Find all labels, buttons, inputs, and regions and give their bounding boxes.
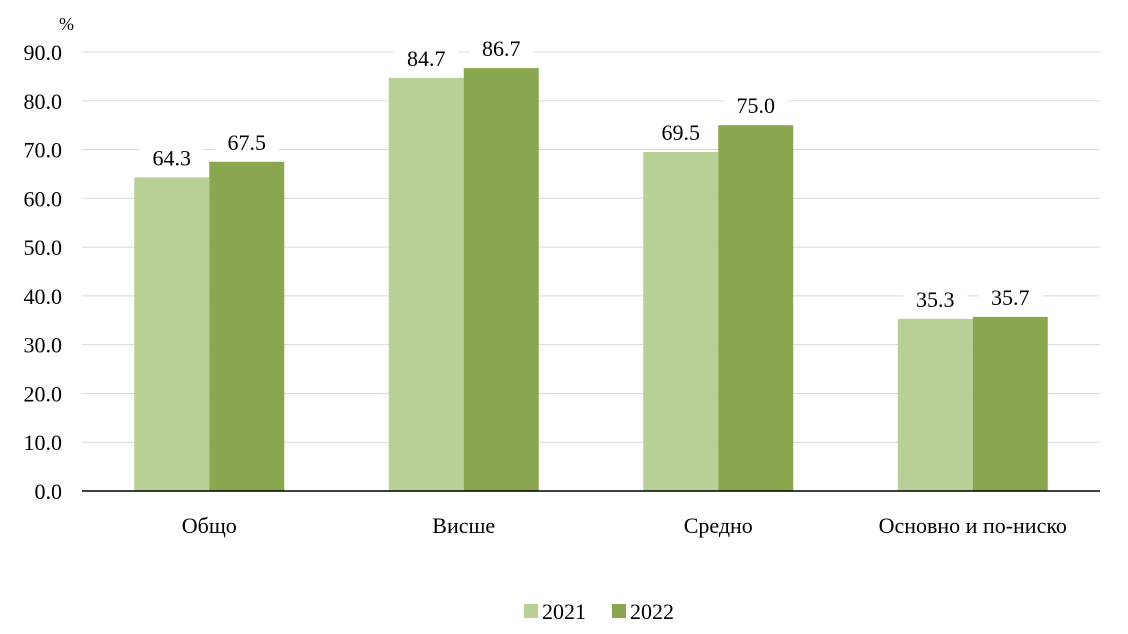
y-tick-label: 10.0 — [24, 430, 63, 455]
category-label: Висше — [432, 513, 495, 538]
data-label: 64.3 — [153, 145, 192, 170]
y-tick-label: 80.0 — [24, 89, 63, 114]
category-label: Основно и по-ниско — [879, 513, 1067, 538]
data-label: 69.5 — [662, 120, 701, 145]
data-label-background — [648, 117, 713, 146]
bar-2022-1 — [209, 161, 285, 491]
legend-swatch-2022 — [612, 604, 626, 618]
y-tick-label: 50.0 — [24, 235, 63, 260]
data-labels: 64.3 67.5 84.7 86.7 69.5 75.0 35.3 35.7 — [139, 34, 1043, 313]
bar-2022-4 — [972, 316, 1048, 491]
legend-label: 2022 — [630, 599, 674, 624]
data-label-background — [723, 91, 788, 120]
bar-2021-3 — [643, 151, 719, 491]
data-label-background — [978, 282, 1043, 311]
data-label-background — [394, 43, 459, 72]
y-tick-label: 0.0 — [35, 479, 63, 504]
y-tick-label: 30.0 — [24, 333, 63, 358]
y-tick-label: 90.0 — [24, 40, 63, 65]
data-label: 35.3 — [916, 287, 955, 312]
data-label-background — [903, 284, 968, 313]
data-label: 67.5 — [228, 130, 267, 155]
bar-2021-1 — [134, 177, 210, 491]
y-axis-ticks: 0.0 10.0 20.0 30.0 40.0 50.0 60.0 70.0 80.0 90.0 — [24, 40, 63, 504]
bar-2021-2 — [388, 77, 464, 491]
data-label: 35.7 — [991, 285, 1030, 310]
legend-label: 2021 — [542, 599, 586, 624]
category-label: Общо — [182, 513, 237, 538]
y-tick-label: 70.0 — [24, 138, 63, 163]
y-tick-label: 20.0 — [24, 381, 63, 406]
data-label: 84.7 — [407, 46, 446, 71]
data-label: 86.7 — [482, 36, 521, 61]
bar-2021-4 — [897, 318, 973, 491]
data-label-background — [214, 127, 279, 156]
y-tick-label: 40.0 — [24, 284, 63, 309]
legend-swatch-2021 — [524, 604, 538, 618]
data-label-background — [469, 34, 534, 63]
category-labels: Общо Висше Средно Основно и по-ниско — [182, 513, 1067, 538]
data-label-background — [139, 143, 204, 172]
data-label: 75.0 — [737, 93, 776, 118]
bars — [134, 68, 1048, 492]
bar-2022-3 — [718, 125, 794, 492]
category-label: Средно — [684, 513, 753, 538]
legend: 2021 2022 — [524, 599, 674, 624]
y-tick-label: 60.0 — [24, 186, 63, 211]
y-axis-unit-label: % — [59, 14, 74, 34]
bar-2022-2 — [463, 68, 539, 491]
